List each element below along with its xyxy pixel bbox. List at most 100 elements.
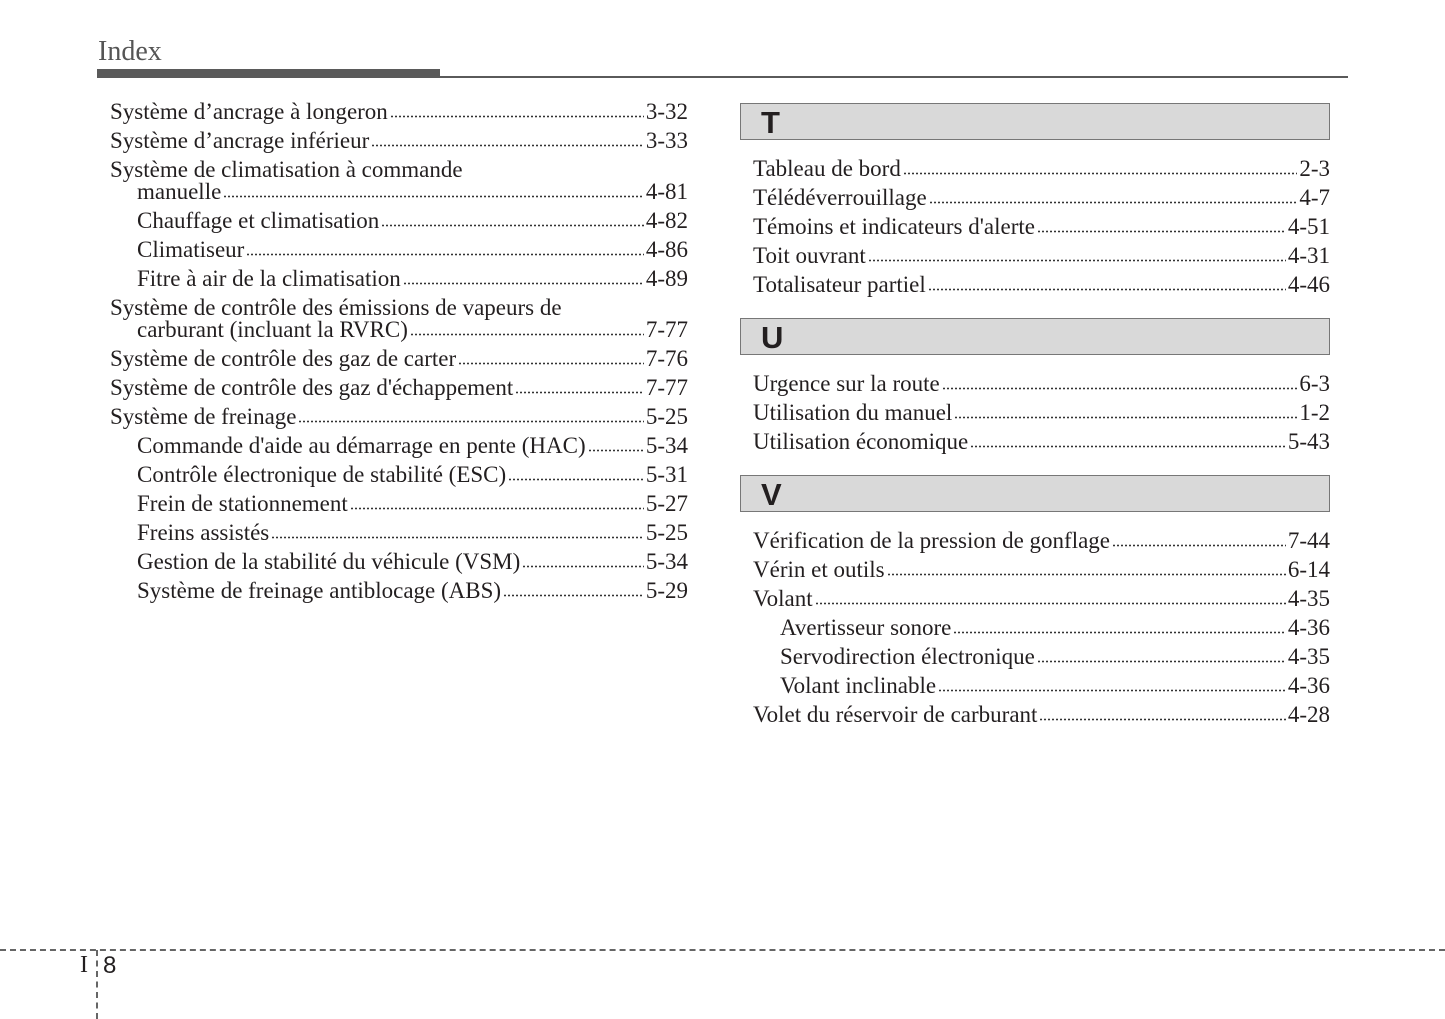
dot-leader: [508, 478, 644, 481]
index-entry: Télédéverrouillage 4-7: [753, 183, 1330, 212]
index-entry: Climatiseur 4-86: [110, 235, 688, 264]
entry-label: Servodirection électronique: [780, 644, 1035, 669]
dot-leader: [927, 288, 1286, 291]
index-entry: Système de contrôle des gaz de carter 7-7…: [110, 344, 688, 373]
entry-label: Toit ouvrant: [753, 243, 866, 268]
dot-leader: [389, 115, 644, 118]
index-entry: Tableau de bord 2-3: [753, 154, 1330, 183]
index-entry: Contrôle électronique de stabilité (ESC)…: [110, 460, 688, 489]
entry-label: Système d’ancrage inférieur: [110, 128, 370, 153]
index-entry: Totalisateur partiel 4-46: [753, 270, 1330, 299]
dot-leader: [928, 201, 1298, 204]
entry-label: Vérification de la pression de gonflage: [753, 528, 1111, 553]
entry-label: Frein de stationnement: [137, 491, 348, 516]
entry-label: Fitre à air de la climatisation: [137, 266, 401, 291]
index-entry: Système d’ancrage à longeron 3-32: [110, 97, 688, 126]
entry-page: 4-89: [645, 266, 688, 291]
entry-label: Commande d'aide au démarrage en pente (H…: [137, 433, 586, 458]
entry-label: Avertisseur sonore: [780, 615, 952, 640]
left-index-column: Système d’ancrage à longeron 3-32 Système …: [110, 97, 688, 605]
dot-leader: [953, 631, 1286, 634]
dot-leader: [886, 573, 1286, 576]
entry-page: 5-31: [645, 462, 688, 487]
entry-page: 4-36: [1287, 615, 1330, 640]
dot-leader: [1036, 660, 1286, 663]
dot-leader: [938, 689, 1286, 692]
section-header-v: V: [740, 475, 1330, 512]
entry-page: 4-31: [1287, 243, 1330, 268]
index-entry: Freins assistés 5-25: [110, 518, 688, 547]
entry-label: Volet du réservoir de carburant: [753, 702, 1038, 727]
entry-label: Contrôle électronique de stabilité (ESC): [137, 462, 507, 487]
entry-page: 7-76: [645, 346, 688, 371]
header-bar: [97, 69, 440, 78]
index-entry: Utilisation du manuel 1-2: [753, 398, 1330, 427]
entry-label: Freins assistés: [137, 520, 270, 545]
index-entry: Chauffage et climatisation 4-82: [110, 206, 688, 235]
entry-page: 5-25: [645, 520, 688, 545]
index-entry: Urgence sur la route 6-3: [753, 369, 1330, 398]
entry-label: Système de contrôle des gaz de carter: [110, 346, 457, 371]
entry-label: Système de contrôle des gaz d'échappemen…: [110, 375, 514, 400]
dot-leader: [409, 333, 644, 336]
dot-leader: [1039, 718, 1286, 721]
dot-leader: [298, 420, 644, 423]
entry-page: 4-81: [645, 179, 688, 204]
dot-leader: [223, 195, 644, 198]
dot-leader: [970, 445, 1286, 448]
index-entry: Toit ouvrant 4-31: [753, 241, 1330, 270]
index-entry-first-line: Système de contrôle des émissions de vap…: [110, 295, 562, 320]
entry-page: 4-35: [1287, 644, 1330, 669]
entry-page: 3-33: [645, 128, 688, 153]
index-entry: manuelle 4-81: [110, 177, 688, 206]
index-entry: Volant 4-35: [753, 584, 1330, 613]
dot-leader: [954, 416, 1298, 419]
index-entry: Avertisseur sonore 4-36: [753, 613, 1330, 642]
index-entry: Système de freinage 5-25: [110, 402, 688, 431]
index-entry: Utilisation économique 5-43: [753, 427, 1330, 456]
entry-page: 1-2: [1299, 400, 1330, 425]
entry-page: 7-77: [645, 317, 688, 342]
entry-page: 4-28: [1287, 702, 1330, 727]
entry-page: 5-34: [645, 549, 688, 574]
entry-page: 4-82: [645, 208, 688, 233]
index-entry: Frein de stationnement 5-27: [110, 489, 688, 518]
entry-label: Chauffage et climatisation: [137, 208, 380, 233]
entry-label: Volant: [753, 586, 813, 611]
entry-label: manuelle: [137, 179, 222, 204]
entry-label: Utilisation économique: [753, 429, 969, 454]
dot-leader: [1112, 544, 1286, 547]
entry-page: 5-43: [1287, 429, 1330, 454]
dot-leader: [867, 259, 1286, 262]
dot-leader: [503, 594, 644, 597]
footer-divider: [0, 949, 1445, 951]
dot-leader: [402, 282, 644, 285]
page-title: Index: [98, 36, 162, 67]
entry-label: Urgence sur la route: [753, 371, 940, 396]
dot-leader: [814, 602, 1286, 605]
entry-page: 4-51: [1287, 214, 1330, 239]
entry-page: 5-29: [645, 578, 688, 603]
entry-page: 4-86: [645, 237, 688, 262]
entry-page: 7-77: [645, 375, 688, 400]
index-entry: Volant inclinable 4-36: [753, 671, 1330, 700]
dot-leader: [515, 391, 644, 394]
entry-label: carburant (incluant la RVRC): [137, 317, 408, 342]
right-index-column: T Tableau de bord 2-3 Télédéverrouillage 4-7…: [740, 103, 1330, 729]
dot-leader: [587, 449, 644, 452]
entry-label: Système de freinage: [110, 404, 297, 429]
entry-label: Gestion de la stabilité du véhicule (VSM…: [137, 549, 521, 574]
footer-section-label: I: [80, 952, 88, 978]
index-entry: Vérification de la pression de gonflage 7…: [753, 526, 1330, 555]
entry-label: Système de freinage antiblocage (ABS): [137, 578, 502, 603]
entry-page: 2-3: [1299, 156, 1330, 181]
section-header-u: U: [740, 318, 1330, 355]
index-entry: Fitre à air de la climatisation 4-89: [110, 264, 688, 293]
entry-label: Totalisateur partiel: [753, 272, 926, 297]
entry-page: 5-27: [645, 491, 688, 516]
index-entry: Commande d'aide au démarrage en pente (H…: [110, 431, 688, 460]
entry-page: 4-36: [1287, 673, 1330, 698]
entry-page: 4-35: [1287, 586, 1330, 611]
index-entry: Système d’ancrage inférieur 3-33: [110, 126, 688, 155]
entry-label: Utilisation du manuel: [753, 400, 953, 425]
